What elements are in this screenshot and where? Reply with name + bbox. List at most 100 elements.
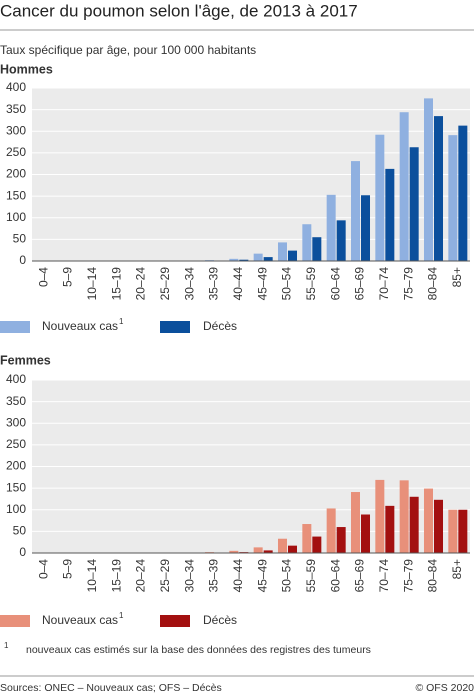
bar bbox=[239, 259, 249, 261]
bar bbox=[399, 480, 409, 553]
x-tick-label: 65–69 bbox=[353, 267, 367, 301]
y-tick-label: 0 bbox=[19, 253, 26, 267]
x-tick-label: 55–59 bbox=[304, 267, 318, 301]
y-tick-label: 350 bbox=[6, 102, 26, 116]
bar bbox=[375, 134, 385, 261]
x-tick-label: 70–74 bbox=[377, 559, 391, 593]
x-tick-label: 50–54 bbox=[280, 267, 294, 301]
y-tick-label: 250 bbox=[6, 145, 26, 159]
bar bbox=[302, 224, 312, 261]
y-tick-label: 150 bbox=[6, 480, 26, 494]
y-tick-label: 300 bbox=[6, 123, 26, 137]
bar bbox=[302, 524, 312, 553]
x-tick-label: 20–24 bbox=[134, 559, 148, 593]
y-tick-label: 400 bbox=[6, 372, 26, 386]
legend-label: Nouveaux cas bbox=[42, 319, 118, 333]
bar bbox=[375, 479, 385, 553]
bar bbox=[423, 98, 433, 261]
bar bbox=[361, 514, 371, 553]
copyright: © OFS 2020 bbox=[415, 682, 474, 694]
bar bbox=[385, 505, 395, 553]
bar bbox=[350, 492, 360, 553]
bar bbox=[458, 509, 468, 553]
x-tick-label: 20–24 bbox=[134, 267, 148, 301]
legend-note: 1 bbox=[119, 611, 124, 620]
bar bbox=[253, 253, 263, 261]
y-tick-label: 350 bbox=[6, 394, 26, 408]
bar bbox=[336, 220, 346, 261]
x-tick-label: 15–19 bbox=[109, 267, 123, 301]
bar bbox=[277, 538, 287, 553]
footnote: nouveaux cas estimés sur la base des don… bbox=[26, 644, 371, 656]
x-tick-label: 0–4 bbox=[36, 559, 50, 579]
bar bbox=[253, 547, 263, 553]
y-tick-label: 250 bbox=[6, 437, 26, 451]
y-tick-label: 50 bbox=[13, 524, 27, 538]
x-tick-label: 65–69 bbox=[353, 559, 367, 593]
bar bbox=[409, 147, 419, 261]
bar bbox=[288, 545, 298, 553]
legend-note: 1 bbox=[119, 317, 124, 326]
legend-swatch bbox=[160, 615, 190, 627]
panel-title: Hommes bbox=[0, 62, 53, 76]
x-tick-label: 50–54 bbox=[280, 559, 294, 593]
bar bbox=[434, 116, 444, 261]
legend-label: Décès bbox=[203, 319, 237, 333]
x-tick-label: 60–64 bbox=[328, 267, 342, 301]
y-tick-label: 100 bbox=[6, 210, 26, 224]
bar bbox=[326, 508, 336, 553]
x-tick-label: 25–29 bbox=[158, 559, 172, 593]
bar bbox=[399, 112, 409, 261]
x-tick-label: 80–84 bbox=[426, 267, 440, 301]
bar bbox=[263, 257, 273, 261]
x-tick-label: 75–79 bbox=[401, 559, 415, 593]
x-tick-label: 70–74 bbox=[377, 267, 391, 301]
bar bbox=[385, 168, 395, 261]
bar bbox=[229, 550, 239, 553]
sources: Sources: ONEC – Nouveaux cas; OFS – Décè… bbox=[0, 682, 222, 694]
legend-swatch bbox=[0, 321, 30, 333]
legend-label: Nouveaux cas bbox=[42, 613, 118, 627]
x-tick-label: 0–4 bbox=[36, 267, 50, 287]
x-tick-label: 25–29 bbox=[158, 267, 172, 301]
x-tick-label: 40–44 bbox=[231, 559, 245, 593]
x-tick-label: 10–14 bbox=[85, 267, 99, 301]
x-tick-label: 40–44 bbox=[231, 267, 245, 301]
bar bbox=[277, 242, 287, 261]
bar bbox=[434, 499, 444, 553]
y-tick-label: 50 bbox=[13, 232, 27, 246]
bar bbox=[448, 135, 458, 261]
bar bbox=[229, 258, 239, 261]
x-tick-label: 5–9 bbox=[61, 267, 75, 287]
bar bbox=[312, 237, 322, 261]
bar bbox=[312, 536, 322, 553]
bar bbox=[448, 509, 458, 553]
x-tick-label: 35–39 bbox=[207, 267, 221, 301]
footnote-marker: 1 bbox=[4, 641, 9, 650]
y-tick-label: 0 bbox=[19, 545, 26, 559]
y-tick-label: 200 bbox=[6, 167, 26, 181]
bar bbox=[263, 550, 273, 553]
x-tick-label: 45–49 bbox=[255, 559, 269, 593]
y-tick-label: 300 bbox=[6, 415, 26, 429]
x-tick-label: 55–59 bbox=[304, 559, 318, 593]
y-tick-label: 400 bbox=[6, 80, 26, 94]
y-tick-label: 200 bbox=[6, 459, 26, 473]
subtitle: Taux spécifique par âge, pour 100 000 ha… bbox=[0, 43, 256, 57]
legend-swatch bbox=[160, 321, 190, 333]
x-tick-label: 30–34 bbox=[182, 267, 196, 301]
bar bbox=[409, 496, 419, 553]
legend-label: Décès bbox=[203, 613, 237, 627]
legend-swatch bbox=[0, 615, 30, 627]
y-tick-label: 100 bbox=[6, 502, 26, 516]
bar bbox=[326, 194, 336, 261]
page-title: Cancer du poumon selon l'âge, de 2013 à … bbox=[0, 1, 358, 20]
bar bbox=[350, 161, 360, 261]
x-tick-label: 35–39 bbox=[207, 559, 221, 593]
x-tick-label: 5–9 bbox=[61, 559, 75, 579]
x-tick-label: 80–84 bbox=[426, 559, 440, 593]
x-tick-label: 75–79 bbox=[401, 267, 415, 301]
x-tick-label: 85+ bbox=[450, 267, 464, 287]
bar bbox=[458, 125, 468, 261]
